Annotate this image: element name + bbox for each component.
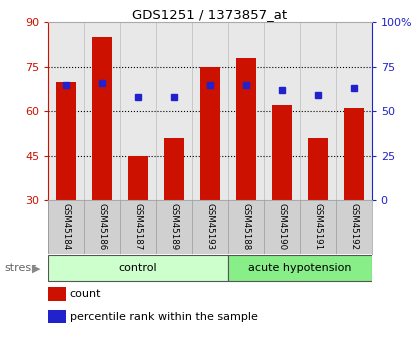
Text: control: control xyxy=(119,263,158,273)
Text: GSM45190: GSM45190 xyxy=(277,203,286,250)
Text: acute hypotension: acute hypotension xyxy=(248,263,352,273)
Text: GSM45188: GSM45188 xyxy=(241,203,250,250)
Bar xyxy=(200,67,220,200)
Text: GSM45184: GSM45184 xyxy=(62,203,71,250)
Bar xyxy=(56,82,76,200)
Text: ▶: ▶ xyxy=(32,263,40,273)
Text: percentile rank within the sample: percentile rank within the sample xyxy=(70,312,258,322)
Bar xyxy=(344,108,364,200)
Text: count: count xyxy=(70,289,101,299)
Text: GSM45192: GSM45192 xyxy=(349,203,358,250)
Text: GSM45186: GSM45186 xyxy=(98,203,107,250)
Bar xyxy=(48,310,66,323)
Bar xyxy=(48,287,66,301)
Title: GDS1251 / 1373857_at: GDS1251 / 1373857_at xyxy=(132,8,288,21)
Text: GSM45193: GSM45193 xyxy=(205,203,215,250)
Bar xyxy=(164,138,184,200)
Text: GSM45191: GSM45191 xyxy=(313,203,322,250)
Bar xyxy=(236,58,256,200)
Bar xyxy=(92,37,112,200)
Bar xyxy=(128,156,148,200)
Text: GSM45187: GSM45187 xyxy=(134,203,143,250)
Bar xyxy=(308,138,328,200)
Text: stress: stress xyxy=(4,263,37,273)
Text: GSM45189: GSM45189 xyxy=(170,203,178,250)
Bar xyxy=(48,255,228,282)
Bar xyxy=(228,255,372,282)
Bar xyxy=(272,105,292,200)
